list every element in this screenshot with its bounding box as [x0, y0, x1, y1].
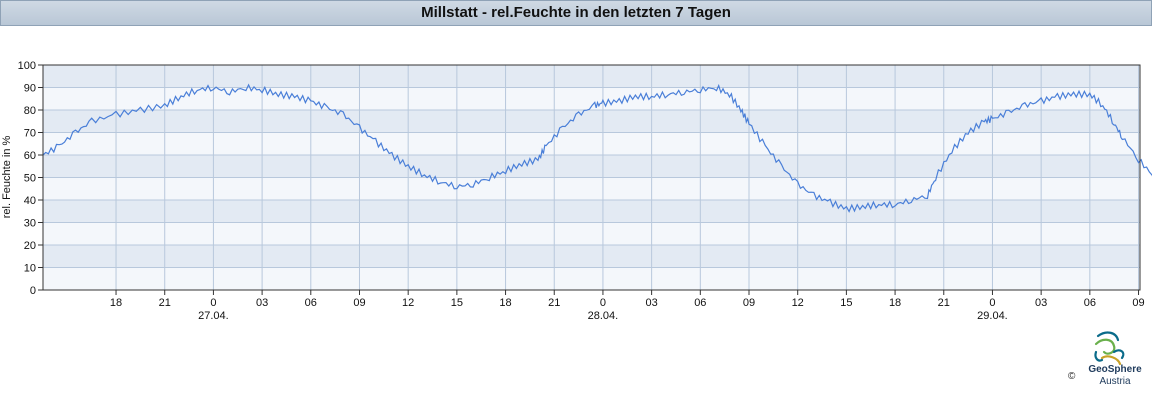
plot-background-bands	[43, 65, 1140, 290]
geosphere-mark-icon	[1094, 331, 1125, 366]
band	[43, 200, 1140, 223]
y-tick-label: 20	[24, 240, 36, 252]
y-axis-label: rel. Feuchte in %	[1, 136, 13, 219]
humidity-series-line	[42, 83, 1152, 213]
y-tick-label: 40	[24, 195, 36, 207]
band	[43, 177, 1140, 200]
chart-title: Millstatt - rel.Feuchte in den letzten 7…	[421, 4, 731, 21]
x-date-label: 28.04.	[588, 310, 619, 322]
band	[43, 132, 1140, 155]
y-tick-label: 30	[24, 218, 36, 230]
logo-name: GeoSphere	[1088, 364, 1142, 375]
y-axis-ticks: 0 10 20 30 40 50 60 70 80 90 100	[18, 60, 43, 297]
x-tick-label: 21	[159, 297, 171, 309]
x-tick-label: 09	[1132, 297, 1144, 309]
x-tick-label: 12	[792, 297, 804, 309]
band	[43, 267, 1140, 290]
band	[43, 245, 1140, 268]
x-tick-label: 06	[694, 297, 706, 309]
logo-subtitle: Austria	[1099, 376, 1131, 387]
x-tick-label: 03	[1035, 297, 1047, 309]
x-tick-label: 03	[646, 297, 658, 309]
x-tick-label: 03	[256, 297, 268, 309]
x-tick-label: 18	[889, 297, 901, 309]
x-tick-label: 06	[1084, 297, 1096, 309]
copyright-mark: ©	[1068, 371, 1076, 382]
x-tick-label: 0	[600, 297, 606, 309]
band	[43, 110, 1140, 133]
x-axis-ticks: 18 21 0 03 06 09 12 15 18 21 0 03 06 09 12 15 18 21 0 03 06 0…	[110, 290, 1145, 322]
y-tick-label: 80	[24, 105, 36, 117]
x-tick-label: 09	[353, 297, 365, 309]
x-tick-label: 21	[548, 297, 560, 309]
y-tick-label: 10	[24, 263, 36, 275]
band	[43, 65, 1140, 88]
y-tick-label: 90	[24, 83, 36, 95]
x-tick-label: 15	[451, 297, 463, 309]
y-tick-label: 70	[24, 128, 36, 140]
x-tick-label: 06	[305, 297, 317, 309]
y-tick-label: 60	[24, 150, 36, 162]
x-tick-label: 0	[210, 297, 216, 309]
x-tick-label: 0	[989, 297, 995, 309]
x-tick-label: 15	[840, 297, 852, 309]
x-tick-label: 09	[743, 297, 755, 309]
y-tick-label: 50	[24, 173, 36, 185]
band	[43, 155, 1140, 178]
x-date-label: 27.04.	[198, 310, 229, 322]
band	[43, 222, 1140, 245]
x-tick-label: 18	[110, 297, 122, 309]
chart-title-bar: Millstatt - rel.Feuchte in den letzten 7…	[0, 0, 1152, 26]
y-tick-label: 100	[18, 60, 36, 72]
x-date-label: 29.04.	[977, 310, 1008, 322]
x-tick-label: 21	[938, 297, 950, 309]
x-tick-label: 12	[402, 297, 414, 309]
x-tick-label: 18	[499, 297, 511, 309]
geosphere-logo	[1094, 331, 1125, 366]
series-layer	[42, 83, 1152, 213]
y-tick-label: 0	[30, 285, 36, 297]
